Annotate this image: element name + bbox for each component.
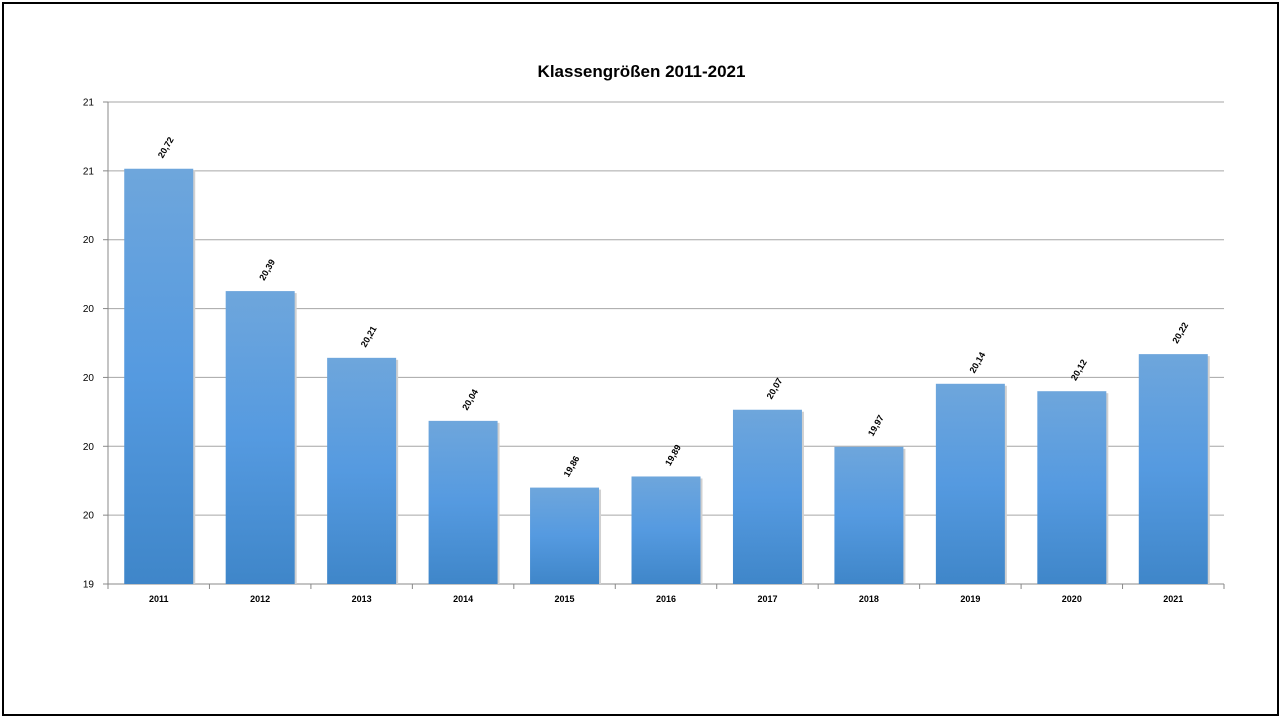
data-label: 20,39 <box>257 258 277 283</box>
x-tick-label: 2018 <box>859 594 879 604</box>
y-tick-label: 21 <box>83 98 95 109</box>
x-tick-label: 2020 <box>1062 594 1082 604</box>
data-label: 19,97 <box>866 413 886 438</box>
x-tick-label: 2021 <box>1163 594 1183 604</box>
data-label: 20,22 <box>1170 321 1190 346</box>
bar-2012 <box>225 291 295 584</box>
bar-2016 <box>631 476 701 584</box>
data-label: 19,86 <box>562 454 582 479</box>
bar-2011 <box>124 168 194 584</box>
data-label: 20,04 <box>460 387 480 412</box>
x-tick-label: 2017 <box>757 594 777 604</box>
data-label: 20,12 <box>1069 358 1089 383</box>
bar-2017 <box>732 409 802 584</box>
y-tick-label: 20 <box>83 235 95 246</box>
y-tick-label: 20 <box>83 442 95 453</box>
bar-2018 <box>834 446 904 584</box>
bar-2014 <box>428 420 498 584</box>
x-tick-label: 2014 <box>453 594 473 604</box>
chart-title: Klassengrößen 2011-2021 <box>537 62 746 81</box>
y-tick-label: 20 <box>83 304 95 315</box>
data-label: 20,72 <box>156 135 176 160</box>
bar-2015 <box>530 487 600 584</box>
data-label: 20,21 <box>359 324 379 349</box>
data-label: 20,07 <box>765 376 785 401</box>
x-tick-label: 2011 <box>149 594 169 604</box>
x-tick-label: 2019 <box>960 594 980 604</box>
y-tick-label: 19 <box>83 580 95 591</box>
x-tick-label: 2016 <box>656 594 676 604</box>
x-tick-label: 2013 <box>352 594 372 604</box>
y-tick-label: 21 <box>83 166 95 177</box>
bar-2019 <box>935 383 1005 584</box>
data-label: 20,14 <box>967 350 987 375</box>
y-tick-label: 20 <box>83 511 95 522</box>
bar-2020 <box>1037 391 1107 584</box>
bar-2013 <box>327 357 397 584</box>
bar-2021 <box>1138 354 1208 584</box>
y-tick-label: 20 <box>83 373 95 384</box>
x-tick-label: 2012 <box>250 594 270 604</box>
x-tick-label: 2015 <box>555 594 575 604</box>
